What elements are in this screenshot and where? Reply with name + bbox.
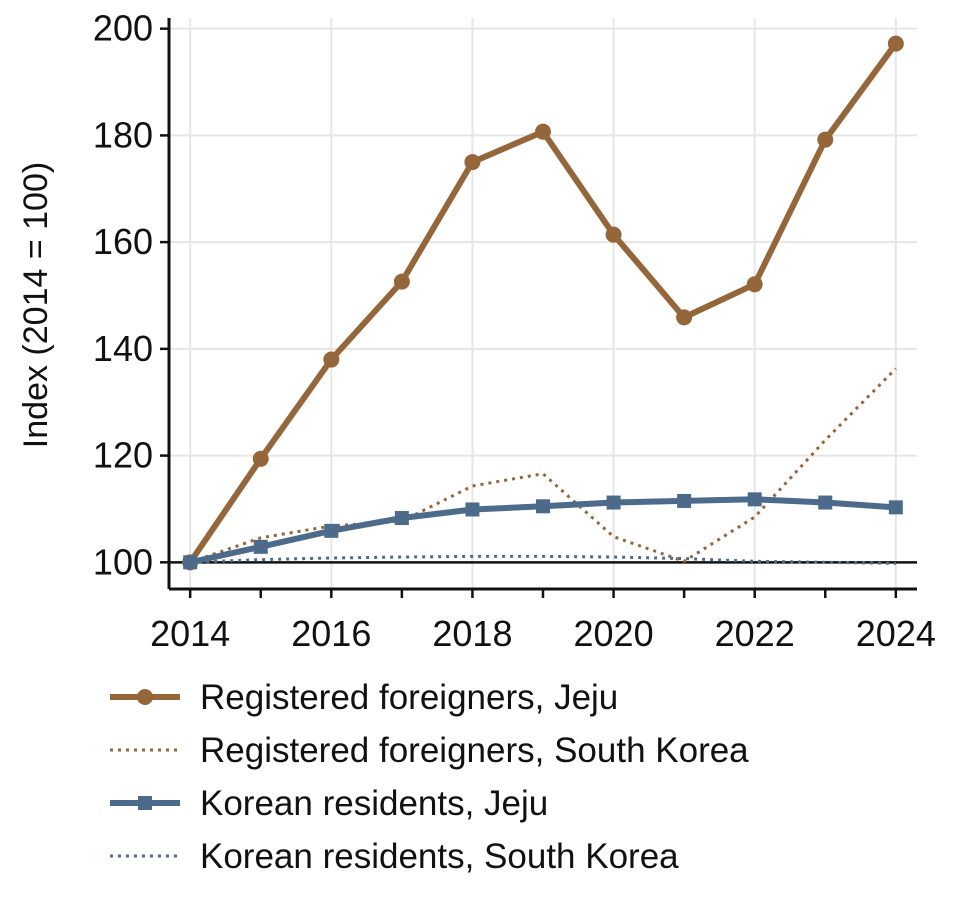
data-point bbox=[817, 131, 834, 148]
data-point bbox=[465, 502, 480, 517]
x-tick-label: 2022 bbox=[715, 613, 795, 654]
series-3 bbox=[183, 492, 903, 570]
data-point bbox=[393, 273, 410, 290]
data-point bbox=[605, 226, 622, 243]
legend-item: Registered foreigners, Jeju bbox=[110, 678, 618, 717]
data-point bbox=[677, 493, 692, 508]
legend-label: Korean residents, Jeju bbox=[200, 784, 548, 823]
series-2 bbox=[189, 367, 897, 564]
legend-label: Registered foreigners, South Korea bbox=[200, 731, 749, 770]
data-point bbox=[253, 539, 268, 554]
data-point bbox=[252, 450, 269, 467]
series-line bbox=[187, 40, 899, 566]
legend-item: Registered foreigners, South Korea bbox=[110, 731, 749, 770]
series-line bbox=[189, 367, 897, 564]
data-point bbox=[606, 495, 621, 510]
data-point bbox=[464, 154, 481, 171]
data-point bbox=[746, 276, 763, 293]
series-1 bbox=[182, 35, 904, 571]
data-point bbox=[535, 123, 551, 140]
y-tick-label: 180 bbox=[93, 114, 153, 155]
x-tick-label: 2016 bbox=[291, 613, 371, 654]
y-axis-title: Index (2014 = 100) bbox=[17, 162, 55, 448]
axes: 100 120 140 160 180 200 2014 2016 2018 2020 2022 20… bbox=[93, 8, 936, 654]
series-line bbox=[190, 554, 896, 565]
data-point bbox=[747, 492, 762, 507]
x-tick-label: 2020 bbox=[574, 613, 654, 654]
data-point bbox=[887, 35, 904, 52]
x-tick-label: 2018 bbox=[432, 613, 512, 654]
data-point bbox=[323, 351, 340, 368]
legend-item: Korean residents, Jeju bbox=[110, 784, 548, 823]
legend-item: Korean residents, South Korea bbox=[110, 837, 679, 876]
data-point bbox=[818, 495, 833, 510]
x-tick-label: 2024 bbox=[856, 613, 936, 654]
legend-label: Registered foreigners, Jeju bbox=[200, 678, 618, 717]
y-tick-label: 100 bbox=[93, 541, 153, 582]
y-tick-label: 140 bbox=[93, 328, 153, 369]
legend-label: Korean residents, South Korea bbox=[200, 837, 679, 876]
data-point bbox=[394, 511, 409, 526]
data-point bbox=[888, 500, 903, 515]
data-point bbox=[183, 555, 198, 570]
x-tick-label: 2014 bbox=[150, 613, 230, 654]
y-tick-label: 160 bbox=[93, 221, 153, 262]
legend: Registered foreigners, Jeju Registered fo… bbox=[110, 678, 749, 876]
series-group bbox=[182, 35, 904, 571]
y-tick-label: 120 bbox=[93, 435, 153, 476]
legend-marker bbox=[137, 689, 153, 705]
series-4 bbox=[190, 554, 896, 565]
y-tick-label: 200 bbox=[93, 8, 153, 49]
data-point bbox=[324, 523, 339, 538]
legend-marker bbox=[138, 796, 152, 810]
data-point bbox=[536, 499, 550, 514]
data-point bbox=[676, 309, 693, 326]
